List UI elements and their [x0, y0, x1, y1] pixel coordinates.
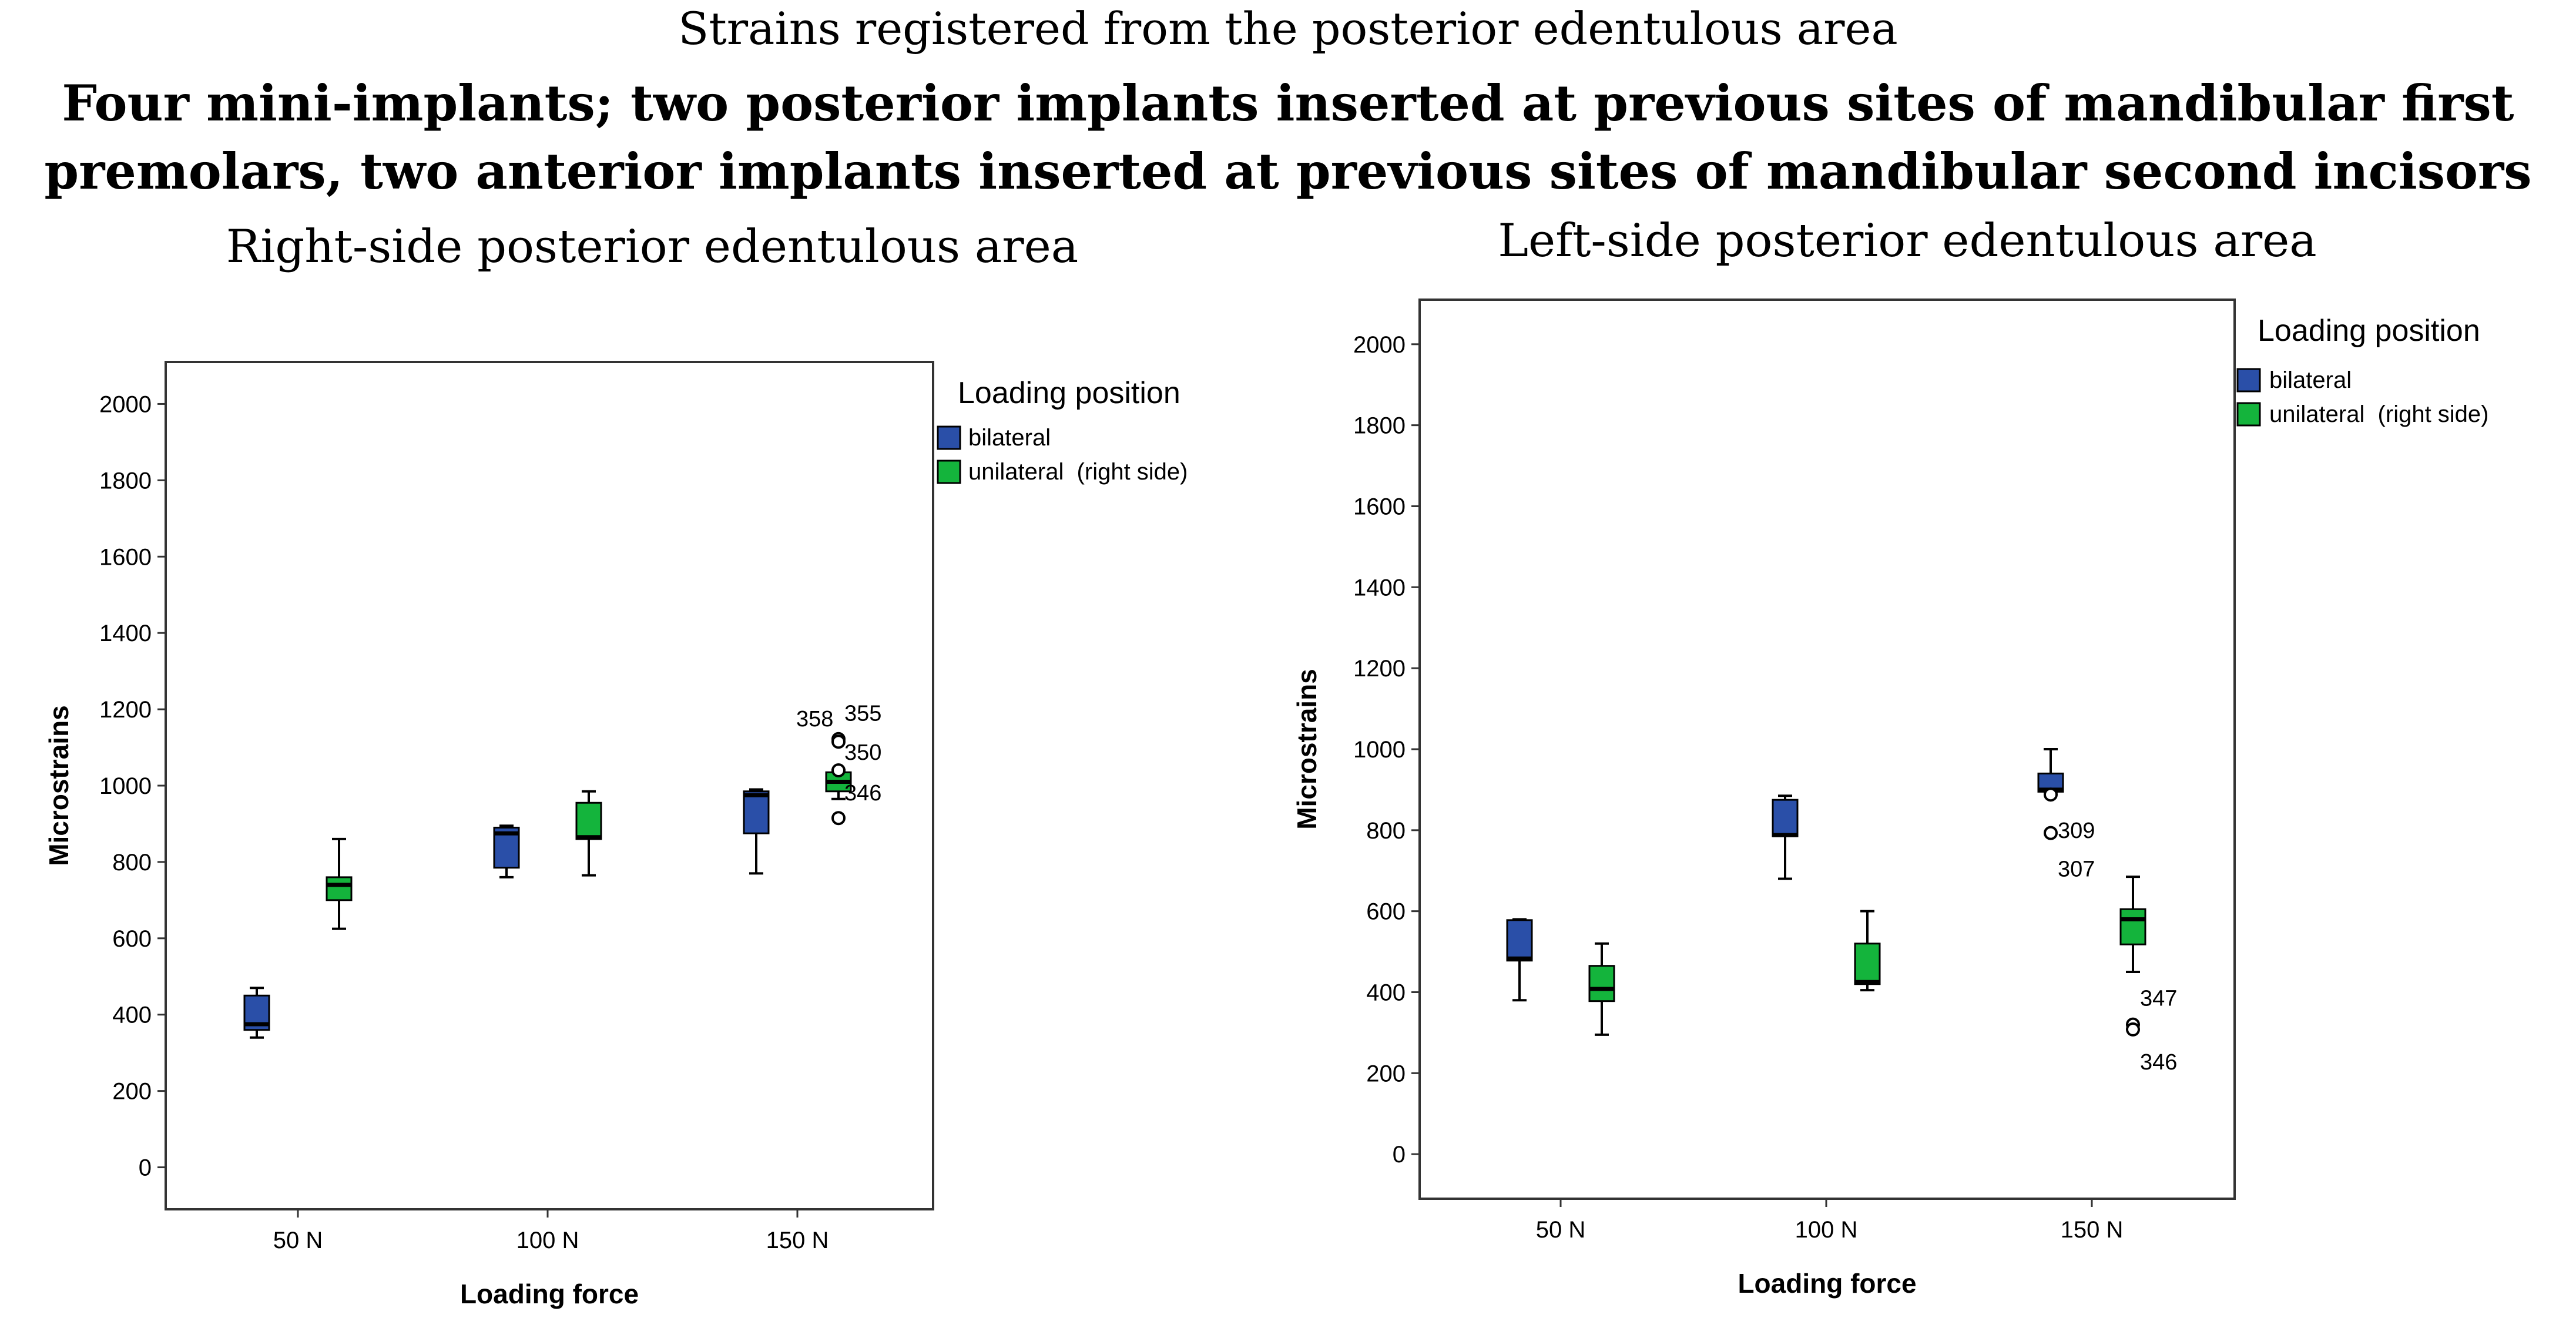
box-bilateral-50n: [1506, 918, 1533, 1002]
iqr-box: [743, 790, 770, 834]
legend-swatch-bilateral: [937, 425, 961, 450]
x-tick-label: 50 N: [1536, 1217, 1586, 1243]
y-tick-label: 1000: [99, 773, 152, 799]
legend: Loading position bilateral unilateral (rig…: [2236, 314, 2489, 427]
y-tick-label: 400: [112, 1002, 152, 1028]
legend-swatch-unilateral: [2236, 402, 2261, 427]
iqr-box: [1506, 919, 1533, 962]
box-unilateral-50n: [1588, 942, 1615, 1036]
outlier-point: [2126, 1022, 2140, 1037]
legend-title: Loading position: [958, 376, 1180, 410]
outlier-label: 347: [2140, 987, 2177, 1011]
x-tick-label: 150 N: [766, 1228, 829, 1253]
y-tick-label: 1200: [1353, 656, 1406, 682]
box-unilateral-50n: [326, 837, 353, 930]
figure-subtitle: Four mini-implants; two posterior implan…: [44, 74, 2532, 200]
y-tick-label: 1800: [1353, 413, 1406, 439]
y-tick-label: 800: [112, 850, 152, 876]
box-bilateral-100n: [1772, 794, 1799, 880]
x-tick-label: 50 N: [273, 1228, 323, 1253]
iqr-box: [326, 876, 353, 901]
outlier-point: [2044, 787, 2058, 802]
y-axis-label: Microstrains: [43, 705, 74, 866]
y-tick-label: 0: [139, 1155, 152, 1181]
x-tick-label: 100 N: [1795, 1217, 1858, 1243]
outlier-point: [831, 763, 846, 778]
iqr-box: [575, 801, 602, 840]
y-tick-label: 200: [112, 1079, 152, 1105]
outlier-point: [831, 735, 846, 749]
plot-frame: [1418, 299, 2236, 1200]
outlier-point: [831, 811, 846, 826]
outlier-label: 346: [2140, 1050, 2177, 1075]
x-axis-label: Loading force: [460, 1279, 639, 1309]
legend-label-unilateral: unilateral (right side): [968, 459, 1188, 485]
outlier-label: 346: [844, 781, 881, 806]
panel-title: Left-side posterior edentulous area: [1498, 214, 2317, 267]
box-unilateral-150n: 347 346: [2119, 876, 2177, 1075]
iqr-box: [1854, 943, 1881, 985]
y-tick-label: 1000: [1353, 737, 1406, 763]
box-unilateral-100n: [1854, 910, 1881, 992]
box-unilateral-100n: [575, 790, 602, 877]
x-axis-label: Loading force: [1738, 1268, 1916, 1299]
legend-swatch-unilateral: [937, 460, 961, 484]
outlier-label: 309: [2058, 819, 2095, 843]
legend-label-unilateral: unilateral (right side): [2269, 401, 2489, 427]
y-tick-label: 1600: [1353, 494, 1406, 519]
y-tick-label: 1400: [1353, 575, 1406, 601]
legend-swatch-bilateral: [2236, 368, 2261, 393]
outlier-point: [2044, 826, 2058, 840]
box-bilateral-100n: [493, 824, 520, 878]
iqr-box: [1588, 965, 1615, 1002]
y-tick-label: 400: [1366, 980, 1406, 1006]
legend: Loading position bilateral unilateral (rig…: [937, 376, 1188, 485]
x-tick-label: 150 N: [2061, 1217, 2124, 1243]
y-tick-label: 2000: [1353, 332, 1406, 358]
y-tick-label: 1800: [99, 468, 152, 494]
legend-label-bilateral: bilateral: [2269, 367, 2352, 393]
chart-panel-left-side: Left-side posterior edentulous area 0 200 4…: [1292, 214, 2489, 1299]
y-axis-label: Microstrains: [1292, 669, 1322, 830]
figure-title: Strains registered from the posterior ed…: [678, 2, 1898, 55]
outlier-label: 350: [844, 740, 881, 765]
y-tick-label: 2000: [99, 391, 152, 417]
iqr-box: [1772, 799, 1799, 837]
legend-title: Loading position: [2258, 314, 2480, 348]
iqr-box: [2119, 908, 2146, 945]
plot-frame: [165, 361, 934, 1210]
y-tick-label: 200: [1366, 1061, 1406, 1086]
y-tick-label: 1600: [99, 544, 152, 570]
panel-title: Right-side posterior edentulous area: [226, 220, 1079, 273]
y-tick-label: 1400: [99, 621, 152, 646]
chart-panel-right-side: Right-side posterior edentulous area 0 200…: [43, 220, 1188, 1309]
y-tick-label: 0: [1393, 1142, 1406, 1168]
box-bilateral-150n: [743, 788, 770, 875]
box-bilateral-50n: [243, 987, 270, 1039]
outlier-label: 355: [844, 701, 881, 726]
y-tick-label: 800: [1366, 818, 1406, 844]
outlier-label: 307: [2058, 857, 2095, 882]
box-unilateral-150n: 358 355 350 346: [796, 701, 881, 826]
y-tick-label: 600: [1366, 899, 1406, 925]
x-tick-label: 100 N: [516, 1228, 579, 1253]
y-tick-label: 1200: [99, 697, 152, 723]
outlier-label: 358: [796, 707, 833, 732]
box-bilateral-150n: 309 307: [2037, 748, 2095, 882]
y-tick-label: 600: [112, 926, 152, 952]
legend-label-bilateral: bilateral: [968, 425, 1051, 451]
